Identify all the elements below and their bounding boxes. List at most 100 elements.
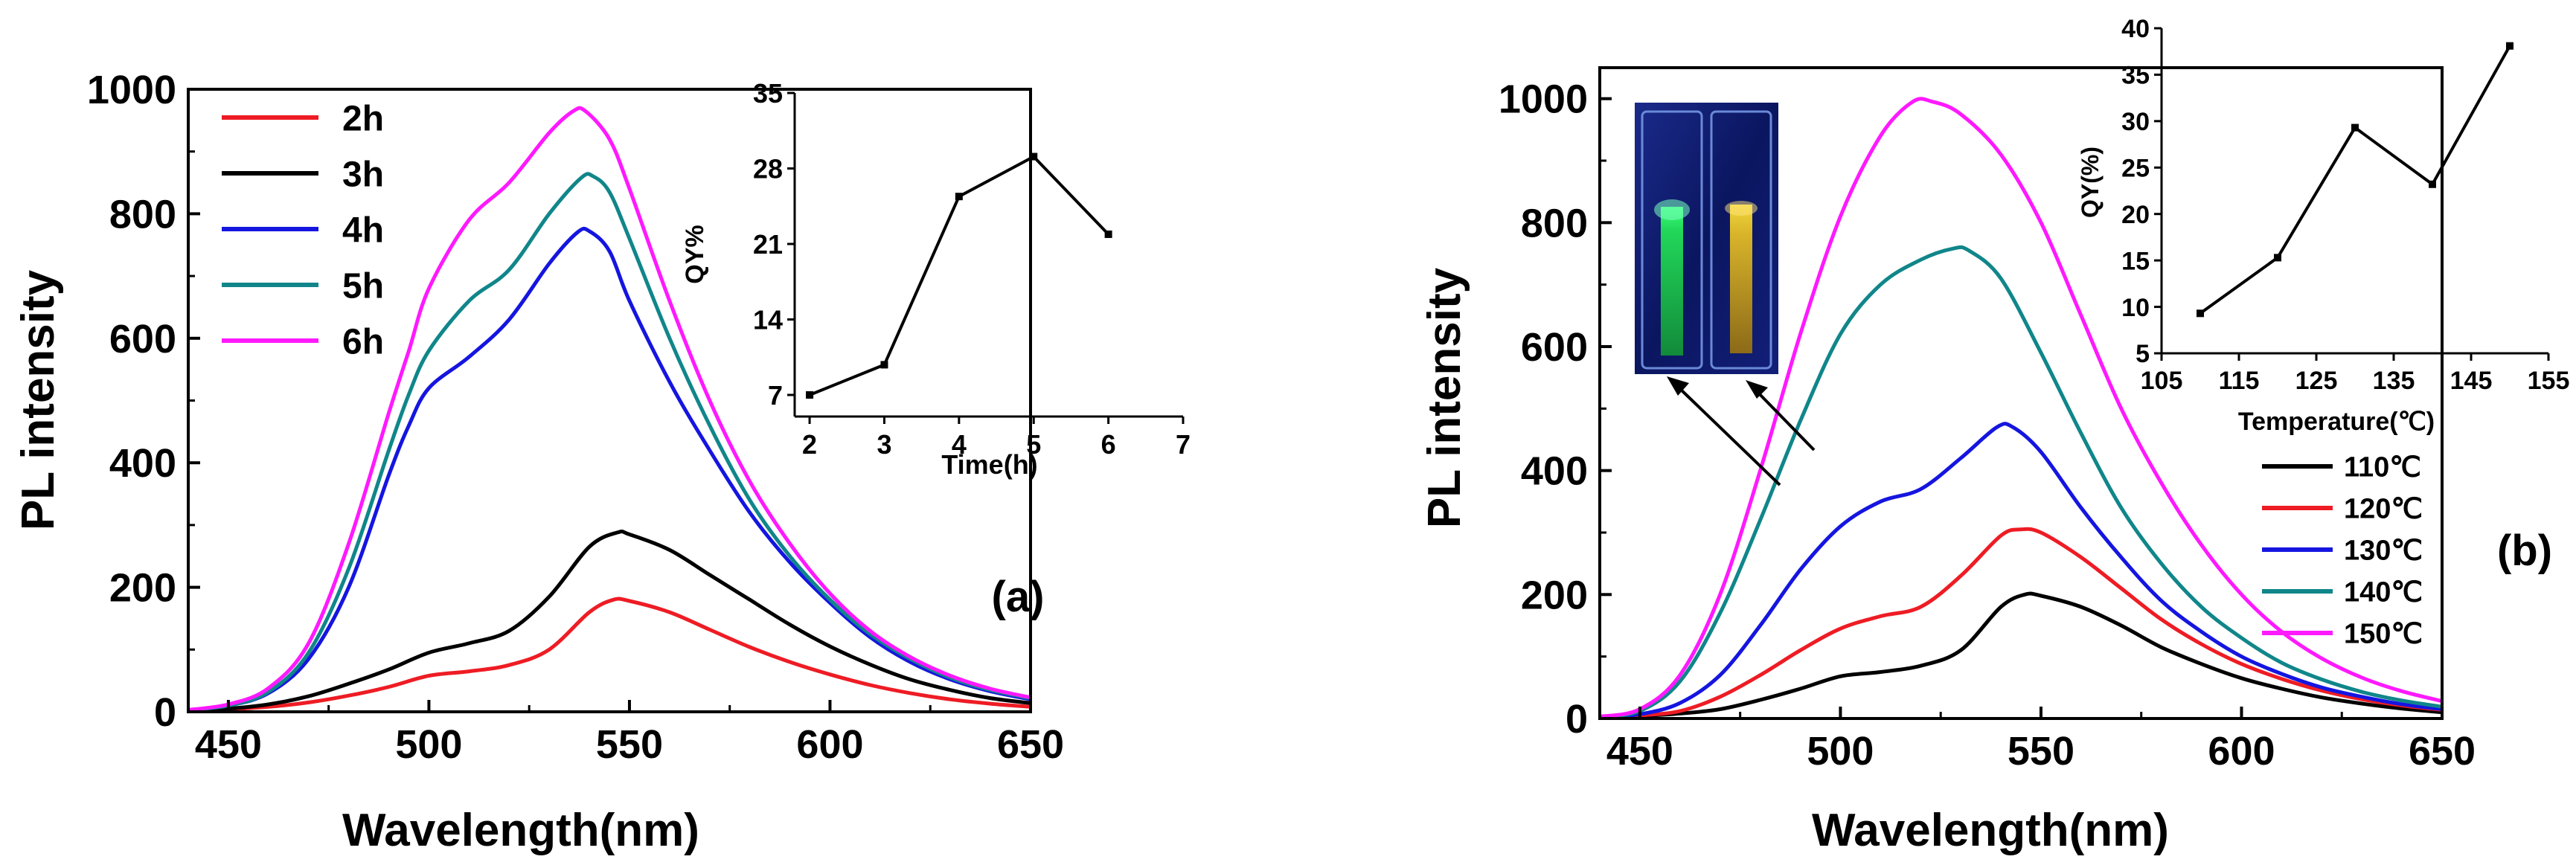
- panel-b-y-tick-label-1: 200: [1521, 573, 1588, 617]
- panel-b-y-axis-title: PL intensity: [1419, 267, 1470, 528]
- panel-b-x-tick-label-0: 450: [1606, 729, 1673, 774]
- panel-b-inset-y-axis-title: QY(%): [2077, 147, 2104, 218]
- panel-a-inset-x-axis-title: Time(h): [941, 449, 1037, 480]
- panel-a-legend-label-0: 2h: [342, 99, 384, 138]
- ai-y-tick-label-2: 21: [753, 229, 783, 260]
- ai-point-2: [955, 193, 963, 201]
- panel-a-y-tick-label-2: 400: [109, 441, 176, 486]
- panel-a-x-tick-label-1: 500: [395, 722, 462, 767]
- panel-a-inset-y-ticks: 7 14 21 28 35: [753, 78, 795, 411]
- arrow-head-left: [1667, 376, 1689, 396]
- bi-point-0: [2197, 309, 2204, 318]
- panel-b-x-tick-label-4: 650: [2409, 729, 2476, 774]
- panel-a-series-line-0: [188, 597, 1031, 713]
- panel-b-legend-label-1: 120℃: [2344, 494, 2423, 525]
- panel-b-series-group: [1599, 97, 2443, 719]
- panel-b-legend-label-0: 110℃: [2344, 452, 2421, 483]
- panel-a-inset-series: [806, 152, 1112, 399]
- cuvette-left-outline: [1641, 110, 1703, 370]
- panel-a-series-line-4: [188, 106, 1031, 712]
- ai-x-tick-label-4: 6: [1101, 429, 1116, 460]
- panel-b-legend-label-4: 150℃: [2344, 619, 2423, 650]
- panel-a-x-tick-label-3: 600: [796, 722, 863, 767]
- panel-b-inset-x-ticks: 105 115 125 135 145 155: [2141, 353, 2569, 395]
- panel-b-inset-y-ticks: 5 10 15 20 25 30 35 40: [2121, 15, 2162, 368]
- yellow-fluorescent-sample: [1730, 205, 1752, 353]
- panel-a-inset-x-ticks: 2 3 4 5 6 7: [802, 417, 1191, 460]
- panel-a-legend-label-2: 4h: [342, 210, 384, 250]
- panel-a-y-tick-label-3: 600: [109, 317, 176, 361]
- panel-b-y-tick-label-5: 1000: [1499, 77, 1588, 122]
- photo-arrows: [1667, 376, 1816, 486]
- panel-b-x-axis-title: Wavelength(nm): [1812, 805, 2169, 856]
- panel-b-inset: 5 10 15 20 25 30 35 40 105 115 125 135 145 155 Tempe…: [2077, 15, 2569, 436]
- panel-a-y-tick-label-1: 200: [109, 566, 176, 611]
- ai-x-tick-label-2: 4: [952, 429, 967, 460]
- panel-a-x-tick-label-4: 650: [997, 722, 1064, 767]
- panel-a: 0 200 400 600 800 1000 450 500 550 600 650 Wavele…: [13, 68, 1191, 856]
- panel-a-x-tick-label-2: 550: [596, 722, 663, 767]
- panel-b-series-line-4: [1599, 97, 2443, 718]
- bi-x-tick-label-1: 115: [2219, 367, 2260, 395]
- ai-y-tick-label-4: 35: [753, 78, 783, 109]
- green-glow: [1654, 199, 1690, 220]
- panel-b-x-tick-label-1: 500: [1807, 729, 1874, 774]
- panel-a-y-ticks: 0 200 400 600 800 1000: [87, 68, 200, 735]
- ai-point-4: [1104, 230, 1112, 238]
- yellow-glow: [1725, 201, 1758, 216]
- ai-y-tick-label-1: 14: [753, 304, 783, 335]
- panel-a-inset: 7 14 21 28 35 2 3 4 5 6 7 Time(h) QY%: [681, 78, 1191, 480]
- bi-y-tick-label-6: 35: [2121, 62, 2150, 90]
- ai-point-0: [806, 391, 814, 399]
- bi-x-tick-label-0: 105: [2141, 367, 2183, 395]
- bi-y-tick-label-1: 10: [2121, 294, 2150, 322]
- panel-a-series-line-1: [188, 529, 1031, 713]
- arrow-line-left: [1676, 385, 1781, 486]
- ai-line: [809, 155, 1110, 396]
- ai-x-tick-label-5: 7: [1176, 429, 1191, 460]
- bi-x-tick-label-2: 125: [2295, 367, 2338, 395]
- ai-x-tick-label-1: 3: [877, 429, 891, 460]
- bi-point-3: [2429, 180, 2436, 188]
- bi-line: [2199, 45, 2511, 315]
- panel-b-inset-series: [2197, 42, 2513, 318]
- bi-point-4: [2506, 42, 2513, 50]
- panel-b-series-line-2: [1599, 422, 2443, 719]
- panel-a-x-axis-title: Wavelength(nm): [342, 805, 699, 856]
- panel-a-series-group: [188, 106, 1031, 713]
- bi-point-1: [2274, 254, 2281, 262]
- panel-b-series-line-3: [1599, 245, 2443, 718]
- panel-b-series-line-0: [1599, 591, 2443, 719]
- panel-b-y-tick-label-4: 800: [1521, 201, 1588, 245]
- panel-b: 0 200 400 600 800 1000 450 500 550 600 650 Wavele…: [1419, 15, 2569, 856]
- panel-b-x-tick-label-3: 600: [2208, 729, 2275, 774]
- panel-b-legend-label-2: 130℃: [2344, 536, 2423, 567]
- panel-b-label: (b): [2497, 527, 2552, 575]
- panel-b-legend: 110℃ 120℃ 130℃ 140℃ 150℃: [2262, 452, 2423, 650]
- bi-y-tick-label-7: 40: [2121, 15, 2150, 43]
- bi-x-tick-label-4: 145: [2450, 367, 2493, 395]
- panel-a-legend-label-4: 6h: [342, 322, 384, 361]
- panel-a-legend: 2h 3h 4h 5h 6h: [222, 99, 384, 361]
- panel-a-y-tick-label-4: 800: [109, 192, 176, 237]
- panel-a-series-line-3: [188, 172, 1031, 712]
- panel-b-x-ticks: 450 500 550 600 650: [1606, 707, 2476, 774]
- panel-b-x-tick-label-2: 550: [2008, 729, 2074, 774]
- bi-y-tick-label-2: 15: [2121, 247, 2150, 275]
- panel-a-y-tick-label-5: 1000: [87, 68, 176, 112]
- ai-x-tick-label-0: 2: [802, 429, 817, 460]
- panel-b-y-tick-label-2: 400: [1521, 449, 1588, 494]
- green-fluorescent-sample: [1661, 207, 1683, 356]
- arrow-line-right: [1755, 389, 1816, 451]
- panel-a-inset-y-axis-title: QY%: [681, 225, 709, 283]
- ai-point-3: [1030, 152, 1038, 161]
- panel-a-y-tick-label-0: 0: [154, 690, 176, 735]
- panel-a-legend-label-1: 3h: [342, 155, 384, 194]
- bi-y-tick-label-5: 30: [2121, 108, 2150, 136]
- bi-y-tick-label-4: 25: [2121, 155, 2150, 183]
- bi-y-tick-label-3: 20: [2121, 201, 2150, 229]
- panel-b-series-line-1: [1599, 527, 2443, 719]
- bi-y-tick-label-0: 5: [2136, 340, 2150, 368]
- panel-a-x-ticks: 450 500 550 600 650: [195, 700, 1064, 767]
